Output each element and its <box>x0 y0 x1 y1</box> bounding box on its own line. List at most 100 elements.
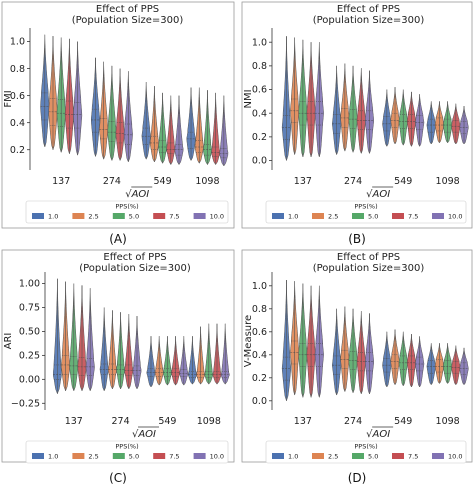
legend: PPS(%) 1.0 2.5 5.0 7.5 10.0 <box>25 440 229 464</box>
legend-item-label: 5.0 <box>129 453 139 461</box>
y-tick-label: 0.00 <box>19 375 40 386</box>
legend-swatch <box>112 453 125 459</box>
legend-swatch <box>112 213 125 219</box>
legend-title: PPS(%) <box>354 443 377 451</box>
legend-item-label: 1.0 <box>288 213 298 221</box>
y-tick-label: 0.0 <box>252 396 267 407</box>
x-tick-label: 1098 <box>436 416 460 427</box>
x-tick-label: 549 <box>394 176 412 187</box>
chart-subtitle: (Population Size=300) <box>79 263 191 274</box>
x-tick-label: 137 <box>65 416 83 427</box>
y-tick-label: 0.2 <box>10 145 25 156</box>
legend-item-label: 10.0 <box>448 453 462 461</box>
y-tick-label: 0.4 <box>252 108 267 119</box>
legend-swatch <box>272 213 284 219</box>
chart-panel-c: Effect of PPS(Population Size=300) −0.25 0… <box>1 249 235 484</box>
y-tick-label: 1.0 <box>10 37 25 48</box>
panel-caption: (C) <box>109 471 127 484</box>
chart-panel-b: Effect of PPS(Population Size=300) 0.0 0.2… <box>241 1 473 246</box>
legend: PPS(%) 1.0 2.5 5.0 7.5 10.0 <box>265 200 467 224</box>
chart-panel-a: Effect of PPS(Population Size=300) 0.2 0.4… <box>1 1 235 246</box>
legend: PPS(%) 1.0 2.5 5.0 7.5 10.0 <box>25 200 229 224</box>
x-tick-label: 137 <box>52 176 70 187</box>
legend-item-label: 10.0 <box>210 213 224 221</box>
legend-item-label: 2.5 <box>328 213 338 221</box>
y-axis-label: NMI <box>243 89 254 108</box>
y-tick-label: 1.00 <box>19 279 40 290</box>
legend-swatch <box>32 213 44 219</box>
x-tick-label: 274 <box>344 416 362 427</box>
legend: PPS(%) 1.0 2.5 5.0 7.5 10.0 <box>265 440 467 464</box>
x-tick-label: 137 <box>294 416 312 427</box>
y-tick-label: 1.0 <box>252 37 267 48</box>
x-tick-label: 1098 <box>197 416 221 427</box>
legend-item-label: 2.5 <box>88 453 98 461</box>
y-tick-label: 0.6 <box>252 85 267 96</box>
y-axis-label: FMI <box>3 90 14 107</box>
x-axis-label: √AOI <box>132 429 156 440</box>
x-axis-label: √AOI <box>366 189 390 200</box>
legend-item-label: 1.0 <box>48 453 58 461</box>
y-tick-label: 0.0 <box>252 156 267 167</box>
y-tick-label: 0.8 <box>252 304 267 315</box>
x-tick-label: 549 <box>154 176 172 187</box>
y-tick-label: 0.8 <box>252 61 267 72</box>
x-tick-label: 1098 <box>195 176 219 187</box>
legend-title: PPS(%) <box>115 443 138 451</box>
y-axis-label: ARI <box>3 333 14 350</box>
panel-caption: (B) <box>348 232 366 246</box>
chart-title: Effect of PPS <box>96 4 159 15</box>
legend-item-label: 2.5 <box>328 453 338 461</box>
x-tick-label: 274 <box>103 176 121 187</box>
legend-swatch <box>352 213 364 219</box>
y-tick-label: 0.50 <box>19 327 40 338</box>
legend-title: PPS(%) <box>115 203 138 211</box>
x-axis-label: √AOI <box>125 189 149 200</box>
y-tick-label: 0.4 <box>252 350 267 361</box>
legend-swatch <box>352 453 364 459</box>
legend-item-label: 1.0 <box>48 213 58 221</box>
legend-swatch <box>432 453 444 459</box>
y-tick-label: −0.25 <box>11 398 40 409</box>
legend-swatch <box>392 213 404 219</box>
chart-subtitle: (Population Size=300) <box>72 15 184 26</box>
legend-swatch <box>312 213 324 219</box>
legend-item-label: 7.5 <box>169 453 179 461</box>
y-tick-label: 0.2 <box>252 132 267 143</box>
legend-item-label: 7.5 <box>408 213 418 221</box>
y-tick-label: 0.6 <box>252 327 267 338</box>
legend-swatch <box>193 213 206 219</box>
x-tick-label: 549 <box>394 416 412 427</box>
x-tick-label: 137 <box>294 176 312 187</box>
legend-item-label: 5.0 <box>368 453 378 461</box>
legend-item-label: 5.0 <box>129 213 139 221</box>
y-tick-label: 0.75 <box>19 303 40 314</box>
y-tick-label: 0.8 <box>10 64 25 75</box>
chart-title: Effect of PPS <box>337 4 400 15</box>
legend-swatch <box>272 453 284 459</box>
legend-item-label: 5.0 <box>368 213 378 221</box>
legend-swatch <box>392 453 404 459</box>
y-tick-label: 0.4 <box>10 118 25 129</box>
legend-swatch <box>193 453 206 459</box>
legend-swatch <box>153 213 166 219</box>
chart-subtitle: (Population Size=300) <box>313 263 425 274</box>
chart-subtitle: (Population Size=300) <box>313 15 425 26</box>
legend-item-label: 1.0 <box>288 453 298 461</box>
y-tick-label: 1.0 <box>252 281 267 292</box>
legend-item-label: 7.5 <box>169 213 179 221</box>
legend-swatch <box>72 213 85 219</box>
y-tick-label: 0.25 <box>19 351 40 362</box>
chart-title: Effect of PPS <box>337 252 400 263</box>
y-tick-label: 0.6 <box>10 91 25 102</box>
legend-item-label: 10.0 <box>210 453 224 461</box>
y-tick-label: 0.2 <box>252 373 267 384</box>
x-tick-label: 1098 <box>436 176 460 187</box>
panel-caption: (D) <box>348 471 367 484</box>
legend-swatch <box>432 213 444 219</box>
y-axis-label: V-Measure <box>243 315 254 367</box>
legend-item-label: 7.5 <box>408 453 418 461</box>
legend-swatch <box>312 453 324 459</box>
legend-swatch <box>72 453 85 459</box>
